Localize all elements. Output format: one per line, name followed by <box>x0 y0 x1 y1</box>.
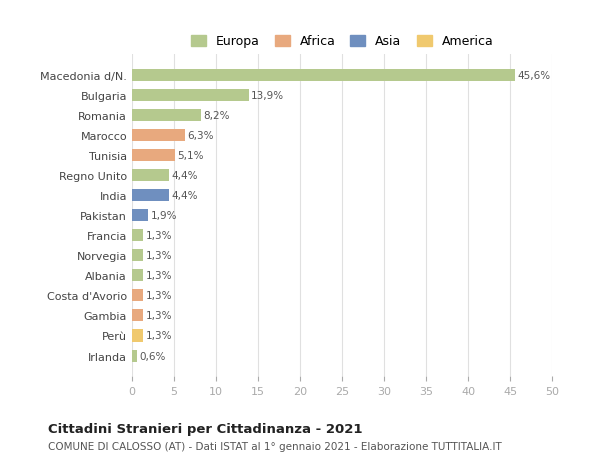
Text: 6,3%: 6,3% <box>187 131 214 141</box>
Text: 1,3%: 1,3% <box>145 291 172 301</box>
Bar <box>132 210 148 222</box>
Bar <box>132 170 169 182</box>
Bar <box>132 270 143 282</box>
Bar <box>132 330 143 342</box>
Bar <box>132 190 169 202</box>
Bar <box>132 310 143 322</box>
Text: 1,3%: 1,3% <box>145 251 172 261</box>
Bar <box>132 150 175 162</box>
Text: COMUNE DI CALOSSO (AT) - Dati ISTAT al 1° gennaio 2021 - Elaborazione TUTTITALIA: COMUNE DI CALOSSO (AT) - Dati ISTAT al 1… <box>48 441 502 451</box>
Bar <box>132 230 143 242</box>
Text: 1,9%: 1,9% <box>151 211 177 221</box>
Bar <box>132 90 249 102</box>
Text: 45,6%: 45,6% <box>518 71 551 81</box>
Bar <box>132 130 185 142</box>
Text: 4,4%: 4,4% <box>172 171 198 181</box>
Bar <box>132 110 201 122</box>
Text: 13,9%: 13,9% <box>251 91 284 101</box>
Bar <box>132 350 137 362</box>
Text: 0,6%: 0,6% <box>140 351 166 361</box>
Text: 1,3%: 1,3% <box>145 311 172 321</box>
Text: 1,3%: 1,3% <box>145 331 172 341</box>
Text: Cittadini Stranieri per Cittadinanza - 2021: Cittadini Stranieri per Cittadinanza - 2… <box>48 422 362 435</box>
Text: 5,1%: 5,1% <box>178 151 204 161</box>
Text: 8,2%: 8,2% <box>203 111 230 121</box>
Legend: Europa, Africa, Asia, America: Europa, Africa, Asia, America <box>184 29 500 55</box>
Text: 1,3%: 1,3% <box>145 271 172 281</box>
Bar <box>132 290 143 302</box>
Text: 1,3%: 1,3% <box>145 231 172 241</box>
Bar <box>132 70 515 82</box>
Bar <box>132 250 143 262</box>
Text: 4,4%: 4,4% <box>172 191 198 201</box>
